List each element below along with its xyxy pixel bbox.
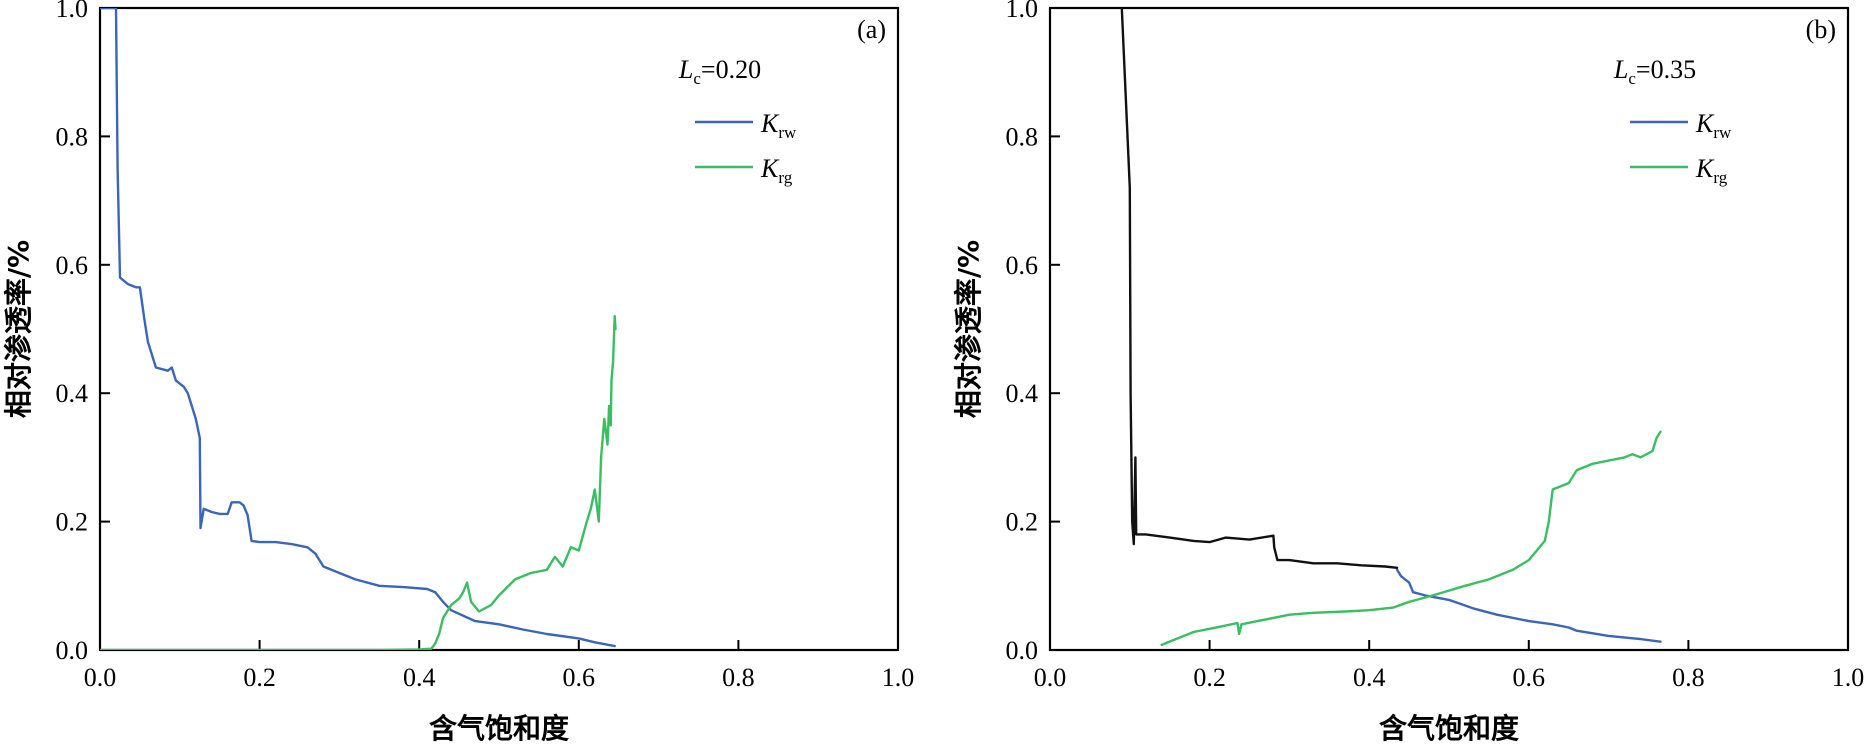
x-tick-label: 0.4 xyxy=(403,663,436,692)
panel-label: (a) xyxy=(857,15,886,44)
plot-frame xyxy=(98,6,900,652)
plot-frame xyxy=(1048,6,1850,652)
y-tick-label: 0.2 xyxy=(56,508,89,537)
x-tick-label: 0.8 xyxy=(1672,663,1705,692)
x-tick-label: 0.6 xyxy=(1513,663,1546,692)
y-tick-label: 0.0 xyxy=(1006,636,1039,665)
legend-label-rg: Krg xyxy=(760,154,793,187)
legend-label-rw: Krw xyxy=(760,109,797,142)
x-tick-label: 0.0 xyxy=(84,663,117,692)
y-axis-title: 相对渗透率/% xyxy=(952,240,985,418)
x-tick-label: 0.8 xyxy=(722,663,755,692)
panel-label: (b) xyxy=(1806,15,1836,44)
chart-panel-a: 0.0 0.2 0.4 0.6 0.8 1.0 0.0 0.2 0.4 0.6 0.8 1.0 含气饱和… xyxy=(2,0,914,745)
x-tick-label: 1.0 xyxy=(882,663,915,692)
y-tick-label: 1.0 xyxy=(56,0,89,23)
series-line-rg xyxy=(1160,430,1662,647)
x-tick-label: 0.4 xyxy=(1353,663,1386,692)
series-line-rw xyxy=(1395,568,1662,643)
y-tick-label: 0.8 xyxy=(1006,122,1039,151)
x-tick-label: 0.0 xyxy=(1034,663,1067,692)
legend-parameter: Lc=0.35 xyxy=(1613,55,1696,88)
legend-label-rg: Krg xyxy=(1695,154,1728,187)
legend: Lc=0.20 Krw Krg xyxy=(678,55,797,187)
y-axis-title: 相对渗透率/% xyxy=(2,240,35,418)
y-tick-label: 1.0 xyxy=(1006,0,1039,23)
x-tick-label: 0.2 xyxy=(243,663,276,692)
y-tick-label: 0.4 xyxy=(56,379,89,408)
series-line-segment xyxy=(1120,8,1399,569)
y-tick-label: 0.8 xyxy=(56,122,89,151)
x-tick-label: 0.6 xyxy=(563,663,596,692)
y-tick-label: 0.6 xyxy=(56,251,89,280)
y-tick-label: 0.4 xyxy=(1006,379,1039,408)
x-axis-title: 含气饱和度 xyxy=(429,712,569,745)
legend: Lc=0.35 Krw Krg xyxy=(1613,55,1732,187)
y-tick-label: 0.2 xyxy=(1006,508,1039,537)
legend-parameter: Lc=0.20 xyxy=(678,55,761,88)
y-tick-label: 0.6 xyxy=(1006,251,1039,280)
y-tick-label: 0.0 xyxy=(56,636,89,665)
x-tick-label: 1.0 xyxy=(1832,663,1865,692)
legend-label-rw: Krw xyxy=(1695,109,1732,142)
x-tick-label: 0.2 xyxy=(1193,663,1226,692)
series-line-rw xyxy=(100,8,616,648)
series-line-rg xyxy=(100,315,617,650)
chart-panel-b: 0.0 0.2 0.4 0.6 0.8 1.0 0.0 0.2 0.4 0.6 0.8 1.0 含气饱和… xyxy=(952,0,1864,745)
x-axis-title: 含气饱和度 xyxy=(1379,712,1519,745)
